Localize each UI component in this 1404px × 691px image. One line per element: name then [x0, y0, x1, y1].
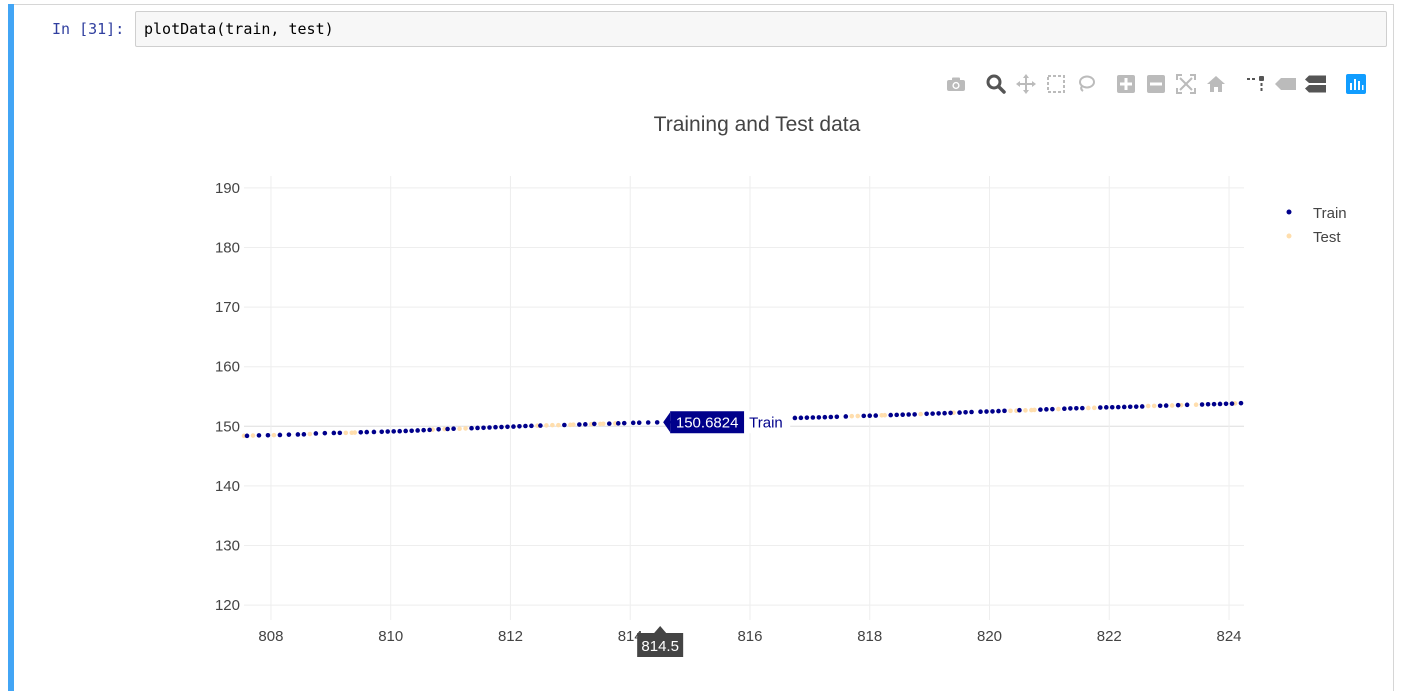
plotly-logo-icon[interactable]: [1344, 72, 1368, 96]
hover-compare-icon[interactable]: [1304, 72, 1328, 96]
cell-prompt: In [31]:: [52, 20, 125, 38]
hover-closest-icon[interactable]: [1274, 72, 1298, 96]
camera-icon[interactable]: [944, 72, 968, 96]
notebook-cell[interactable]: [8, 4, 1394, 691]
zoom-icon[interactable]: [984, 72, 1008, 96]
code-text: plotData(train, test): [144, 20, 334, 38]
zoom-out-icon[interactable]: [1144, 72, 1168, 96]
lasso-icon[interactable]: [1074, 72, 1098, 96]
spike-lines-icon[interactable]: [1244, 72, 1268, 96]
plot-modebar: [0, 72, 1404, 96]
pan-icon[interactable]: [1014, 72, 1038, 96]
zoom-in-icon[interactable]: [1114, 72, 1138, 96]
code-input[interactable]: plotData(train, test): [135, 11, 1387, 47]
home-icon[interactable]: [1204, 72, 1228, 96]
autoscale-icon[interactable]: [1174, 72, 1198, 96]
box-select-icon[interactable]: [1044, 72, 1068, 96]
cell-selected-indicator: [8, 4, 14, 691]
